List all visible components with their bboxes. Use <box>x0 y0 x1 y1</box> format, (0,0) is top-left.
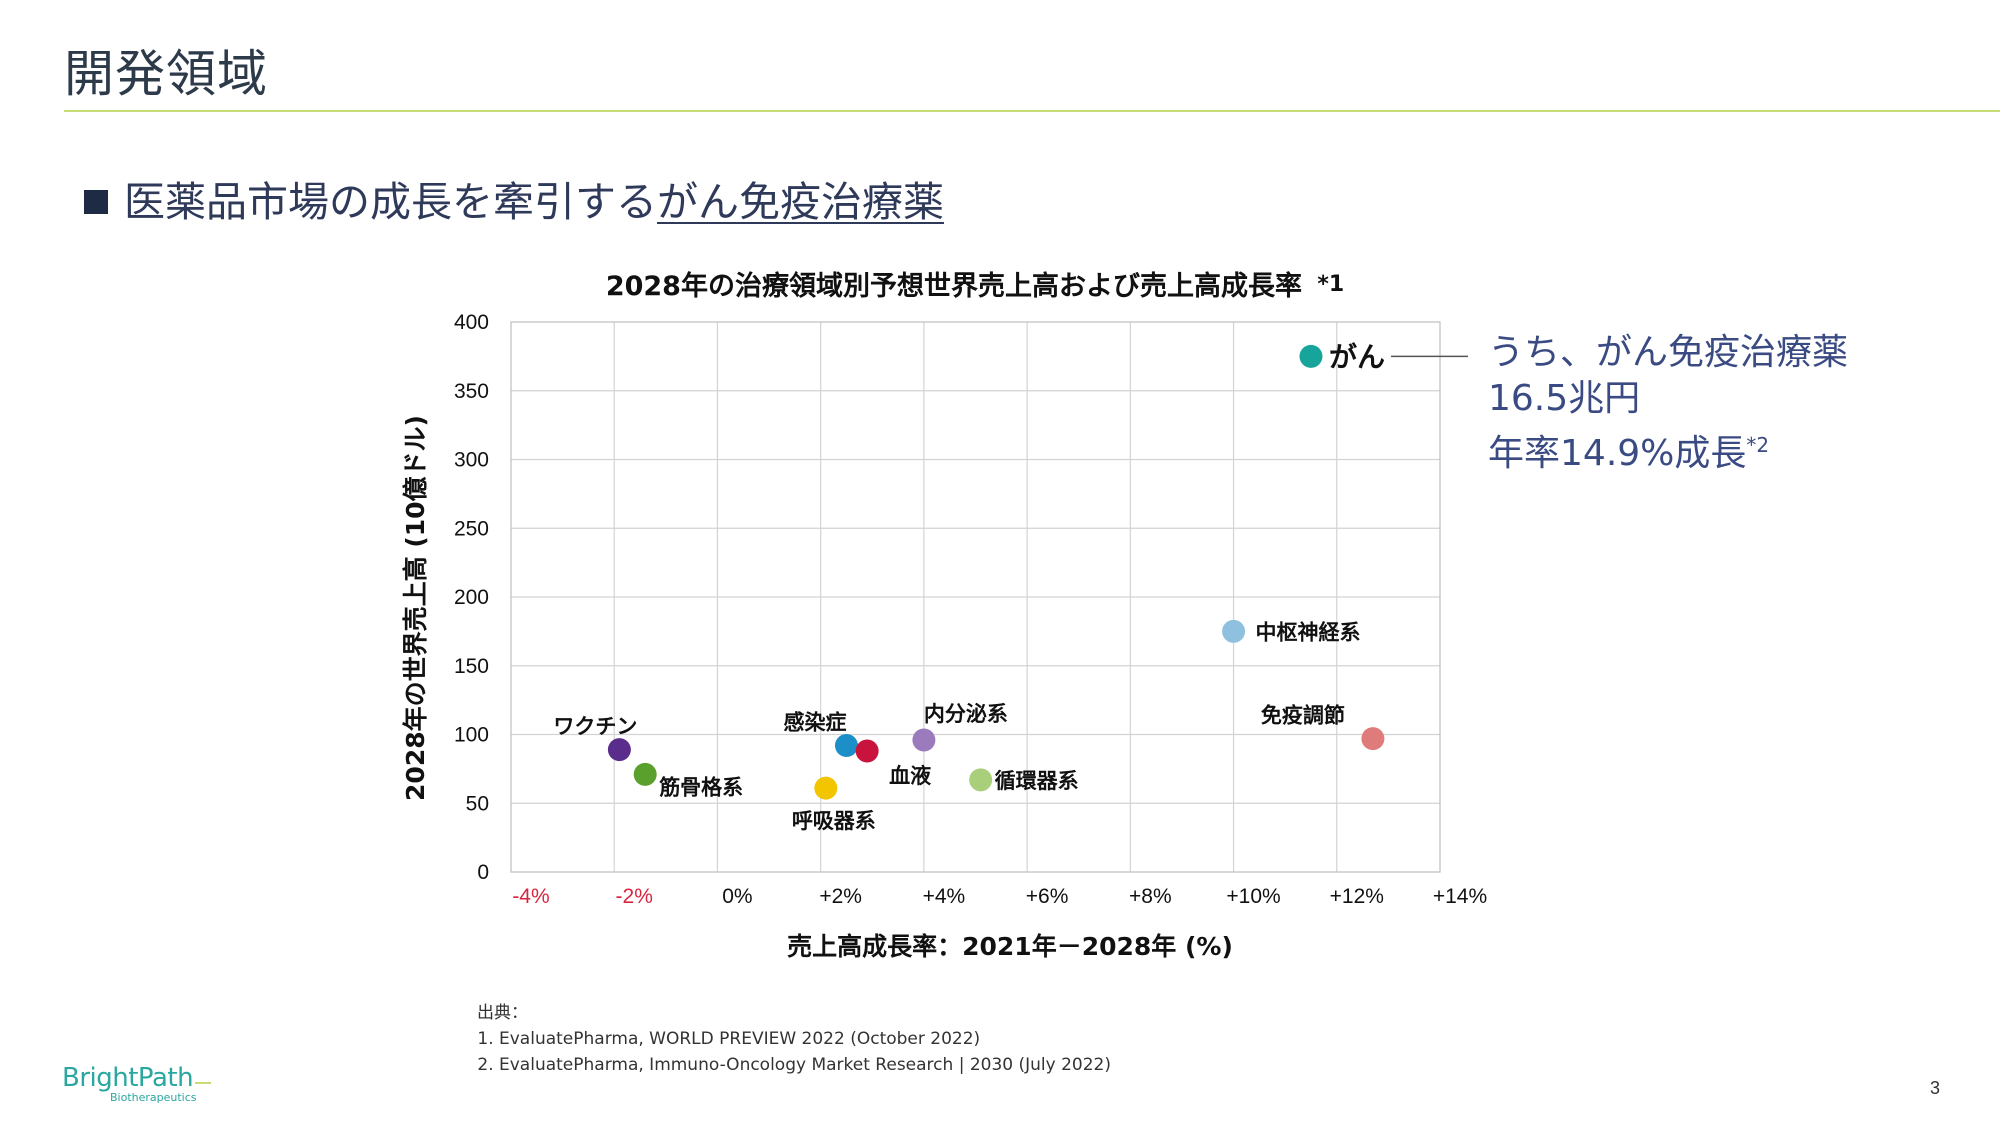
data-point-label: 呼吸器系 <box>792 809 876 833</box>
callout-line-3: 年率14.9%成長*2 <box>1488 422 1848 477</box>
callout-line-2: 16.5兆円 <box>1488 376 1848 422</box>
subtitle-emphasis: がん免疫治療薬 <box>657 178 944 226</box>
x-tick-label: +6% <box>1026 885 1069 908</box>
chart-title: 2028年の治療領域別予想世界売上高および売上高成長率 *1 <box>606 270 1344 302</box>
logo-wordmark: BrightPath <box>62 1063 212 1093</box>
data-point-label: 血液 <box>889 764 931 788</box>
callout-unit: 兆円 <box>1568 378 1641 419</box>
logo-tagline: Biotherapeutics <box>110 1091 197 1104</box>
x-tick-label: -4% <box>512 885 549 908</box>
chart-grid <box>511 322 1440 872</box>
y-tick-label: 50 <box>466 792 489 815</box>
slide-subtitle: 医薬品市場の成長を牽引するがん免疫治療薬 <box>84 168 944 228</box>
y-tick-label: 200 <box>454 586 489 609</box>
x-tick-label: +4% <box>923 885 966 908</box>
x-tick-label: +10% <box>1226 885 1280 908</box>
title-divider <box>64 110 2000 112</box>
data-point <box>814 776 838 800</box>
callout-rate-suffix: 成長 <box>1674 433 1747 474</box>
y-tick-label: 0 <box>477 861 489 884</box>
y-tick-label: 100 <box>454 724 489 747</box>
data-point <box>912 728 936 752</box>
y-tick-label: 350 <box>454 380 489 403</box>
callout-rate-prefix: 年率 <box>1488 433 1561 474</box>
data-point-label: 免疫調節 <box>1261 704 1345 728</box>
x-tick-label: +14% <box>1433 885 1487 908</box>
data-point-label: がん <box>1329 340 1385 373</box>
immuno-oncology-callout: うち、がん免疫治療薬 16.5兆円 年率14.9%成長*2 <box>1488 330 1848 477</box>
data-point <box>1361 727 1385 751</box>
callout-note: *2 <box>1746 433 1770 457</box>
source-heading: 出典： <box>477 1003 528 1023</box>
y-axis-ticks: 0 50 100 150 200 250 300 350 400 <box>454 311 489 884</box>
y-tick-label: 300 <box>454 449 489 472</box>
chart-title-note: *1 <box>1317 272 1344 297</box>
plot-frame <box>510 321 1441 873</box>
data-point-label: 筋骨格系 <box>658 775 743 799</box>
source-item: EvaluatePharma, WORLD PREVIEW 2022 (Octo… <box>499 1026 1111 1052</box>
x-tick-label: 0% <box>722 885 752 908</box>
data-point <box>834 734 858 757</box>
x-tick-label: +8% <box>1129 885 1172 908</box>
subtitle-prefix: 医薬品市場の成長を牽引する <box>124 178 657 226</box>
source-list: EvaluatePharma, WORLD PREVIEW 2022 (Octo… <box>477 1026 1111 1078</box>
data-point <box>1299 344 1323 368</box>
data-point <box>607 738 631 762</box>
data-point <box>1222 619 1246 643</box>
source-item: EvaluatePharma, Immuno-Oncology Market R… <box>499 1052 1111 1078</box>
x-tick-label: +2% <box>819 885 862 908</box>
callout-rate-value: 14.9% <box>1560 433 1675 474</box>
logo-name: BrightPath <box>62 1063 194 1093</box>
x-axis-ticks: -4% -2% 0% +2% +4% +6% +8% +10% +12% +14% <box>512 885 1487 908</box>
callout-line-1: うち、がん免疫治療薬 <box>1488 332 1849 373</box>
data-point-label: ワクチン <box>553 715 637 739</box>
data-point-label: 感染症 <box>783 711 846 735</box>
data-point-label: 中枢神経系 <box>1256 620 1361 644</box>
x-axis-label: 売上高成長率：2021年－2028年 (%) <box>787 932 1233 961</box>
page-title: 開発領域 <box>64 45 268 103</box>
y-tick-label: 150 <box>454 655 489 678</box>
y-axis-label: 2028年の世界売上高 (10億ドル) <box>401 415 430 801</box>
y-tick-label: 400 <box>454 311 489 334</box>
x-tick-label: -2% <box>616 885 653 908</box>
x-tick-label: +12% <box>1330 885 1384 908</box>
page-number: 3 <box>1929 1078 1940 1098</box>
data-point <box>633 762 657 786</box>
chart-title-text: 2028年の治療領域別予想世界売上高および売上高成長率 <box>606 270 1302 302</box>
logo-accent-bar <box>195 1082 212 1084</box>
callout-value: 16.5 <box>1488 378 1569 419</box>
data-point <box>969 768 993 792</box>
y-tick-label: 250 <box>454 517 489 540</box>
data-point <box>855 739 879 763</box>
source-notes: 出典： EvaluatePharma, WORLD PREVIEW 2022 (… <box>477 1000 1111 1078</box>
data-point-label: 内分泌系 <box>924 702 1008 726</box>
bullet-square-icon <box>84 190 108 214</box>
data-point-label: 循環器系 <box>995 769 1079 793</box>
company-logo: BrightPath Biotherapeutics <box>62 1063 212 1104</box>
